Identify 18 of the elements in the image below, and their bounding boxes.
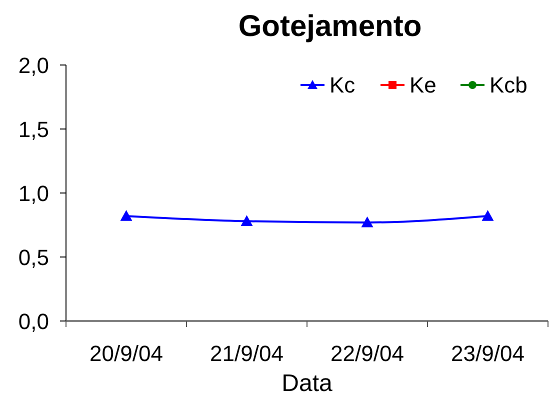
point (482, 210, 494, 221)
y-tick-label: 1,0 (18, 180, 49, 206)
legend-label: Kcb (490, 72, 528, 98)
y-tick-label: 2,0 (18, 52, 49, 78)
y-tick-label: 1,5 (18, 116, 49, 142)
y-tick-label: 0,5 (18, 244, 49, 270)
x-tick-label: 21/9/04 (210, 341, 284, 366)
point (120, 210, 132, 221)
legend-label: Kc (330, 72, 356, 98)
chart-title: Gotejamento (238, 10, 422, 43)
point (240, 215, 253, 226)
y-tick-label: 0,0 (18, 308, 49, 334)
legend-label: Ke (410, 72, 436, 98)
x-axis-title: Data (282, 370, 333, 397)
point (361, 216, 374, 228)
x-tick-label: 22/9/04 (330, 341, 404, 366)
x-tick-label: 20/9/04 (90, 341, 163, 366)
x-tick-label: 23/9/04 (451, 341, 524, 366)
